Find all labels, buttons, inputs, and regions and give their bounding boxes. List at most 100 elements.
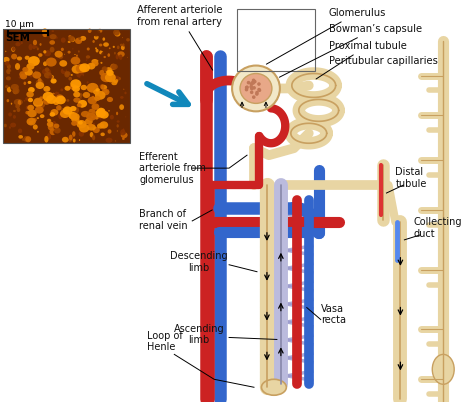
Ellipse shape — [103, 90, 108, 93]
Ellipse shape — [86, 112, 96, 121]
Ellipse shape — [37, 131, 39, 133]
Ellipse shape — [51, 75, 54, 79]
Ellipse shape — [92, 105, 99, 110]
Ellipse shape — [57, 96, 58, 97]
Ellipse shape — [94, 96, 100, 101]
Ellipse shape — [102, 37, 105, 41]
Ellipse shape — [100, 85, 107, 90]
Ellipse shape — [99, 44, 102, 46]
Ellipse shape — [46, 73, 48, 75]
Ellipse shape — [47, 133, 51, 139]
Ellipse shape — [56, 85, 60, 92]
Circle shape — [252, 96, 255, 99]
Ellipse shape — [88, 123, 93, 127]
Ellipse shape — [20, 71, 22, 73]
Ellipse shape — [106, 138, 112, 143]
Ellipse shape — [27, 81, 31, 84]
Ellipse shape — [63, 106, 73, 115]
Ellipse shape — [113, 75, 118, 79]
Bar — [237, 9, 315, 71]
Ellipse shape — [70, 79, 82, 89]
Circle shape — [251, 81, 255, 85]
Ellipse shape — [86, 55, 90, 58]
Ellipse shape — [44, 72, 52, 79]
Ellipse shape — [78, 93, 82, 97]
Ellipse shape — [18, 129, 22, 133]
Ellipse shape — [47, 88, 49, 90]
Circle shape — [245, 85, 249, 89]
Bar — [3, 29, 130, 143]
Ellipse shape — [114, 100, 120, 104]
Ellipse shape — [30, 50, 35, 56]
Ellipse shape — [88, 109, 96, 115]
Text: SEM: SEM — [5, 33, 30, 43]
Ellipse shape — [44, 50, 51, 56]
Ellipse shape — [87, 81, 89, 83]
Ellipse shape — [73, 62, 77, 66]
Ellipse shape — [103, 56, 106, 58]
Ellipse shape — [107, 97, 113, 102]
Ellipse shape — [33, 99, 43, 107]
Ellipse shape — [87, 118, 91, 121]
Ellipse shape — [14, 87, 17, 91]
Ellipse shape — [123, 89, 124, 90]
Ellipse shape — [43, 92, 54, 101]
Ellipse shape — [101, 52, 107, 58]
Ellipse shape — [117, 46, 119, 49]
Ellipse shape — [24, 100, 26, 102]
Ellipse shape — [262, 379, 286, 395]
Ellipse shape — [18, 137, 21, 139]
Ellipse shape — [100, 62, 102, 64]
Ellipse shape — [117, 77, 121, 80]
Circle shape — [249, 85, 253, 89]
Circle shape — [255, 92, 259, 96]
Ellipse shape — [78, 62, 80, 64]
Ellipse shape — [95, 76, 99, 79]
Text: Afferent arteriole
from renal artery: Afferent arteriole from renal artery — [137, 5, 222, 70]
Ellipse shape — [62, 137, 69, 143]
Ellipse shape — [72, 65, 82, 74]
Ellipse shape — [58, 114, 62, 119]
Ellipse shape — [59, 31, 61, 34]
Ellipse shape — [38, 79, 40, 82]
Ellipse shape — [54, 130, 58, 135]
Circle shape — [250, 83, 253, 86]
Ellipse shape — [50, 112, 55, 117]
Ellipse shape — [120, 129, 126, 135]
Ellipse shape — [91, 114, 97, 118]
Circle shape — [253, 80, 256, 83]
Ellipse shape — [25, 111, 29, 114]
Ellipse shape — [27, 105, 34, 110]
Ellipse shape — [44, 136, 48, 143]
Ellipse shape — [100, 51, 103, 55]
Ellipse shape — [71, 62, 77, 68]
Ellipse shape — [83, 92, 90, 98]
Ellipse shape — [22, 122, 27, 127]
Ellipse shape — [123, 131, 126, 134]
Ellipse shape — [102, 89, 109, 96]
Ellipse shape — [101, 54, 104, 58]
Ellipse shape — [68, 135, 73, 140]
Ellipse shape — [103, 42, 109, 47]
Ellipse shape — [60, 89, 63, 91]
Ellipse shape — [8, 112, 12, 116]
Ellipse shape — [43, 98, 50, 105]
Ellipse shape — [91, 116, 94, 118]
Ellipse shape — [9, 126, 11, 129]
Ellipse shape — [113, 79, 118, 83]
Ellipse shape — [69, 135, 73, 140]
Ellipse shape — [81, 85, 87, 90]
Ellipse shape — [7, 64, 11, 69]
Ellipse shape — [77, 86, 79, 87]
Ellipse shape — [79, 63, 90, 72]
Ellipse shape — [96, 109, 106, 118]
Ellipse shape — [32, 45, 36, 49]
Text: Branch of
renal vein: Branch of renal vein — [139, 209, 188, 231]
Ellipse shape — [3, 57, 9, 62]
Ellipse shape — [55, 96, 66, 104]
Ellipse shape — [13, 115, 16, 119]
Ellipse shape — [119, 54, 122, 60]
Ellipse shape — [117, 130, 118, 132]
Ellipse shape — [108, 77, 113, 82]
Ellipse shape — [61, 48, 64, 51]
